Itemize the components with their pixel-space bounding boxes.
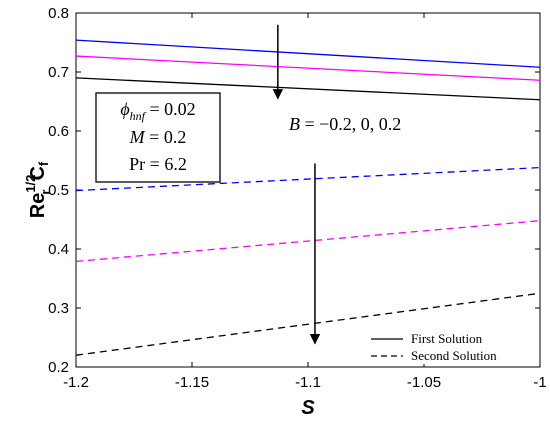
y-tick-label: 0.5 [48,182,69,199]
legend-label-first: First Solution [411,331,483,346]
param-m: M = 0.2 [129,127,187,147]
x-axis-label: S [301,397,315,419]
legend: First Solution Second Solution [352,326,537,364]
series-line-1 [75,39,541,68]
x-tick-label: -1.05 [407,374,441,391]
series-layer [75,39,541,356]
y-tick-label: 0.6 [48,123,69,140]
y-axis-label: Re1/2rCf [23,161,53,218]
series-line-5 [75,220,541,263]
params-box: ϕhnf = 0.02 M = 0.2 Pr = 6.2 [95,92,221,183]
plot-area [75,12,541,368]
y-ticks: 0.2 0.3 0.4 0.5 0.6 0.7 0.8 [48,5,540,376]
x-tick-label: -1.2 [63,374,89,391]
series-line-6 [75,292,541,356]
b-label: B = −0.2, 0, 0.2 [289,114,401,134]
x-tick-label: -1 [533,374,546,391]
y-tick-label: 0.7 [48,64,69,81]
param-pr: Pr = 6.2 [129,154,187,174]
y-tick-label: 0.3 [48,300,69,317]
y-tick-label: 0.2 [48,359,69,376]
svg-text:Re1/2rCf: Re1/2rCf [23,161,53,218]
x-tick-label: -1.1 [295,374,321,391]
param-phi: ϕhnf = 0.02 [120,99,195,123]
legend-label-second: Second Solution [411,348,497,363]
x-ticks: -1.2 -1.15 -1.1 -1.05 -1 [63,13,547,391]
arrows [272,24,321,345]
x-tick-label: -1.15 [175,374,209,391]
series-line-2 [75,55,541,81]
y-tick-label: 0.8 [48,5,69,22]
series-line-3 [75,77,541,101]
series-line-4 [75,166,541,192]
y-tick-label: 0.4 [48,241,69,258]
